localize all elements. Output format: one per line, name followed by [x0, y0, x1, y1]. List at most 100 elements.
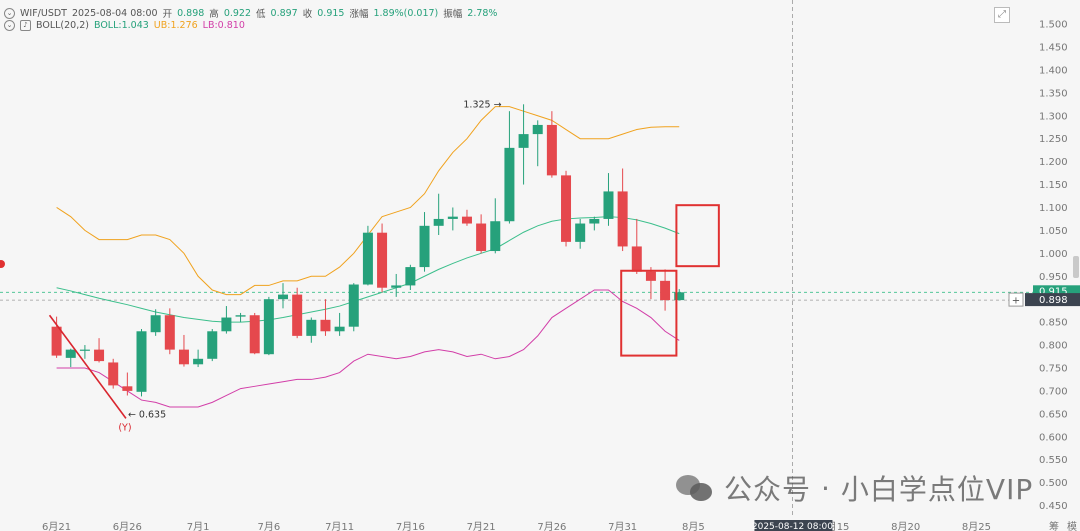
close-value: 0.915 — [317, 7, 345, 19]
candle-body — [660, 280, 671, 301]
candle-body — [94, 349, 105, 362]
indicator-name: BOLL(20,2) — [36, 20, 89, 31]
watermark-name: 小白学点位VIP — [840, 473, 1034, 506]
candle-body — [79, 349, 90, 351]
plus-icon: + — [1012, 296, 1020, 307]
candle-body — [405, 267, 416, 286]
candle-body — [603, 191, 614, 219]
high-value: 0.922 — [223, 7, 252, 19]
candle-body — [490, 221, 501, 252]
y-tick-label: 0.550 — [1039, 455, 1068, 466]
candle-body — [263, 299, 274, 355]
x-tick-label: 8月25 — [962, 521, 991, 531]
candle-body — [235, 315, 246, 317]
indicator-header: ⌄ ♪ BOLL(20,2) BOLL:1.043 UB:1.276 LB:0.… — [4, 20, 250, 31]
expand-icon[interactable]: ⤢ — [994, 7, 1010, 23]
low-label: 低 — [256, 9, 266, 20]
candle-body — [221, 317, 232, 332]
candle-body — [674, 292, 685, 301]
candle-body — [51, 326, 62, 356]
trendline — [48, 314, 127, 419]
y-tick-label: 1.300 — [1039, 111, 1068, 122]
candle-body — [617, 191, 628, 247]
change-label: 涨幅 — [349, 9, 369, 20]
y-tick-label: 1.400 — [1039, 65, 1068, 76]
high-annotation: 1.325 → — [463, 99, 501, 110]
candle-body — [419, 225, 430, 268]
bell-icon[interactable]: ♪ — [20, 20, 31, 31]
high-label: 高 — [209, 9, 219, 20]
axis-label: 筹 — [1049, 520, 1059, 531]
candle-body — [447, 216, 458, 219]
candle-body — [433, 218, 444, 226]
candle-body — [348, 284, 359, 327]
axis-label: 模 — [1067, 521, 1077, 531]
open-label: 开 — [162, 9, 173, 20]
lb-value: LB:0.810 — [202, 20, 245, 31]
y-tick-label: 1.250 — [1039, 134, 1068, 145]
x-tick-label: 7月11 — [325, 521, 354, 531]
change-value: 1.89%(0.017) — [373, 7, 439, 19]
wechat-icon — [676, 473, 716, 503]
collapse-icon[interactable]: ⌄ — [4, 7, 15, 19]
x-tick-label: 6月21 — [42, 521, 71, 531]
x-tick-label: 8月20 — [891, 521, 920, 531]
y-tick-label: 1.150 — [1039, 180, 1068, 191]
candle-body — [108, 362, 119, 386]
candle-body — [589, 218, 600, 224]
candle-body — [645, 271, 656, 281]
candle-body — [65, 349, 76, 358]
candle-body — [136, 331, 147, 392]
candle-body — [278, 294, 289, 300]
candle-body — [164, 315, 175, 350]
crosshair-time-badge — [754, 520, 833, 531]
y-tick-label: 0.850 — [1039, 318, 1068, 329]
x-tick-label: 6月26 — [113, 521, 142, 531]
y-tick-label: 0.650 — [1039, 409, 1068, 420]
boll-mid-line — [56, 216, 680, 323]
candle-body — [178, 349, 189, 365]
candle-body — [334, 326, 345, 332]
amplitude-value: 2.78% — [467, 7, 498, 19]
candle-body — [546, 124, 557, 176]
highlight-box — [620, 269, 678, 357]
x-tick-label: 7月6 — [257, 521, 280, 531]
collapse-icon[interactable]: ⌄ — [4, 20, 15, 31]
y-tick-label: 0.600 — [1039, 432, 1068, 443]
open-value: 0.898 — [177, 7, 205, 19]
low-marker: (Y) — [118, 422, 131, 433]
crosshair-price-badge — [1025, 293, 1080, 307]
candle-body — [391, 285, 402, 288]
y-tick-label: 1.000 — [1039, 249, 1068, 260]
candle-body — [292, 294, 303, 336]
scroll-handle — [1073, 256, 1079, 278]
low-value: 0.897 — [270, 7, 298, 19]
candle-body — [504, 147, 515, 222]
candle-body — [306, 319, 317, 336]
y-tick-label: 1.200 — [1039, 157, 1068, 168]
candle-body — [122, 386, 133, 391]
x-tick-label: 8月5 — [682, 521, 705, 531]
amplitude-label: 振幅 — [443, 9, 463, 20]
candle-body — [377, 232, 388, 288]
datetime-label: 2025-08-04 08:00 — [71, 7, 158, 19]
candle-body — [476, 223, 487, 252]
candle-body — [461, 216, 472, 224]
y-tick-label: 0.500 — [1039, 478, 1068, 489]
left-price-marker — [0, 260, 5, 268]
watermark-prefix: 公众号 — [724, 473, 812, 506]
y-tick-label: 0.800 — [1039, 341, 1068, 352]
x-tick-label: 7月26 — [537, 521, 566, 531]
x-tick-label: 7月31 — [608, 521, 637, 531]
candle-body — [362, 232, 373, 285]
boll-lower-line — [56, 289, 680, 408]
candle-body — [575, 223, 586, 242]
watermark-separator: · — [821, 471, 831, 505]
y-tick-label: 1.100 — [1039, 203, 1068, 214]
boll-value: BOLL:1.043 — [93, 20, 149, 31]
highlight-box — [675, 204, 720, 268]
x-tick-label: 7月21 — [467, 521, 496, 531]
close-label: 收 — [302, 9, 313, 20]
y-tick-label: 0.450 — [1039, 501, 1068, 512]
